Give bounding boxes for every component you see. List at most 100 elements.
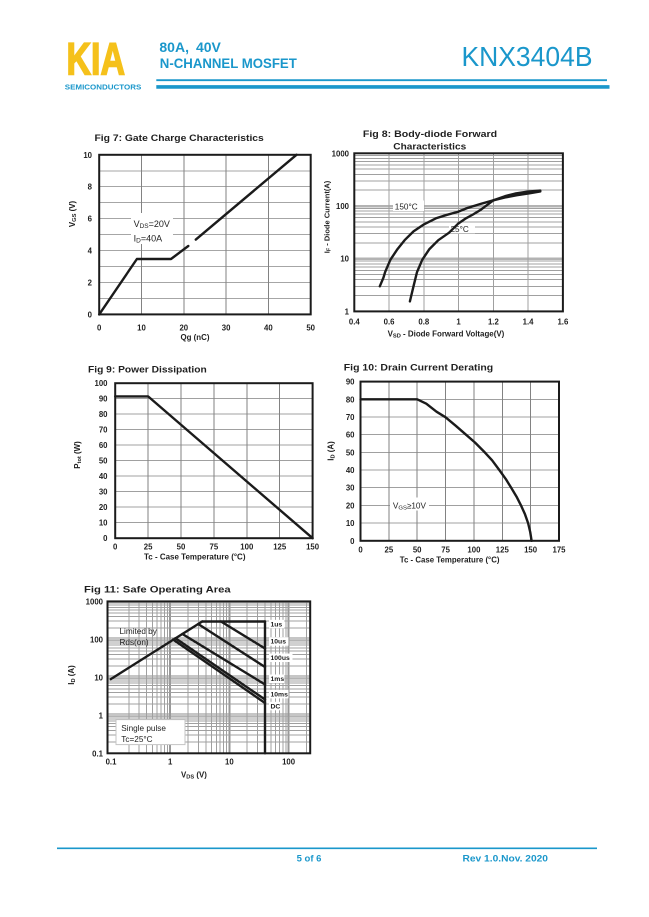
svg-text:25: 25 [385,545,394,554]
svg-text:80: 80 [99,410,108,419]
svg-text:100: 100 [240,543,254,552]
svg-text:IF - Diode Current(A): IF - Diode Current(A) [323,180,333,253]
svg-text:VSD - Diode Forward Voltage(V): VSD - Diode Forward Voltage(V) [388,330,505,340]
svg-text:1us: 1us [271,621,283,628]
svg-text:6: 6 [88,215,93,224]
svg-text:0.6: 0.6 [384,318,396,327]
svg-text:10: 10 [83,151,92,160]
svg-text:KIA: KIA [67,33,126,84]
svg-text:VDS=20V: VDS=20V [134,219,170,230]
svg-text:100: 100 [94,379,108,388]
svg-text:100: 100 [90,635,104,644]
svg-text:Characteristics: Characteristics [393,141,466,151]
svg-text:KNX3404B: KNX3404B [462,41,593,72]
svg-text:VGS (V): VGS (V) [68,201,78,228]
svg-text:20: 20 [99,503,108,512]
svg-text:1: 1 [456,318,461,327]
svg-text:1.6: 1.6 [557,318,569,327]
svg-text:100: 100 [467,545,481,554]
svg-text:Fig 7: Gate Charge Characteris: Fig 7: Gate Charge Characteristics [95,133,264,143]
svg-text:0: 0 [88,310,93,319]
svg-text:Ptot (W): Ptot (W) [73,441,83,469]
svg-text:100: 100 [282,758,296,767]
svg-text:75: 75 [441,545,450,554]
svg-text:150: 150 [524,545,538,554]
svg-text:80A, 40V: 80A, 40V [159,39,221,55]
svg-text:ID (A): ID (A) [327,441,337,461]
svg-text:50: 50 [99,457,108,466]
svg-text:0: 0 [358,545,363,554]
svg-text:40: 40 [346,466,355,475]
svg-text:N-CHANNEL MOSFET: N-CHANNEL MOSFET [160,56,297,72]
svg-text:ID=40A: ID=40A [134,234,163,245]
svg-text:Single pulse: Single pulse [121,724,166,733]
svg-text:40: 40 [99,472,108,481]
svg-text:Fig 8: Body-diode Forward: Fig 8: Body-diode Forward [363,129,498,139]
svg-text:4: 4 [88,247,93,256]
svg-text:125: 125 [273,543,287,552]
svg-text:0.1: 0.1 [106,758,118,767]
svg-text:50: 50 [413,545,422,554]
svg-text:1.2: 1.2 [488,318,500,327]
svg-text:1.4: 1.4 [523,318,535,327]
svg-text:40: 40 [264,324,273,333]
svg-text:0.1: 0.1 [92,749,104,758]
svg-text:30: 30 [222,324,231,333]
svg-text:175: 175 [552,545,566,554]
svg-text:1000: 1000 [332,149,350,158]
svg-text:100: 100 [336,202,350,211]
svg-text:70: 70 [99,426,108,435]
svg-text:50: 50 [346,448,355,457]
svg-text:60: 60 [99,441,108,450]
svg-text:VDS (V): VDS (V) [181,771,207,781]
svg-text:10: 10 [346,519,355,528]
svg-text:0.4: 0.4 [349,318,361,327]
svg-text:80: 80 [346,395,355,404]
svg-text:1ms: 1ms [271,676,285,683]
svg-text:0: 0 [113,543,118,552]
svg-text:Qg (nC): Qg (nC) [181,333,210,342]
svg-text:0.8: 0.8 [418,318,430,327]
svg-text:Tc=25°C: Tc=25°C [121,735,152,744]
svg-text:10: 10 [99,519,108,528]
svg-text:Tc - Case Temperature (°C): Tc - Case Temperature (°C) [400,556,500,565]
svg-text:150: 150 [306,543,320,552]
svg-text:Fig 10: Drain Current Derating: Fig 10: Drain Current Derating [344,362,494,372]
svg-text:10: 10 [137,324,146,333]
svg-text:125: 125 [496,545,510,554]
svg-text:Tc - Case Temperature (°C): Tc - Case Temperature (°C) [144,553,246,562]
svg-text:8: 8 [88,183,93,192]
svg-text:20: 20 [179,324,188,333]
svg-text:1: 1 [345,307,350,316]
svg-text:Rev 1.0.Nov. 2020: Rev 1.0.Nov. 2020 [463,854,549,865]
svg-text:1: 1 [99,711,104,720]
svg-text:ID (A): ID (A) [67,665,77,685]
svg-text:100us: 100us [271,655,290,662]
svg-text:10ms: 10ms [271,691,289,698]
svg-text:10: 10 [225,758,234,767]
svg-text:2: 2 [88,279,93,288]
svg-text:90: 90 [346,378,355,387]
svg-text:75: 75 [210,543,219,552]
svg-text:70: 70 [346,413,355,422]
svg-text:50: 50 [306,324,315,333]
svg-text:Rds(on): Rds(on) [120,638,149,647]
svg-text:SEMICONDUCTORS: SEMICONDUCTORS [65,82,142,91]
svg-text:60: 60 [346,431,355,440]
svg-text:30: 30 [99,488,108,497]
svg-text:10: 10 [340,255,349,264]
svg-text:5 of 6: 5 of 6 [297,854,322,865]
svg-text:Fig 9: Power Dissipation: Fig 9: Power Dissipation [88,364,207,374]
svg-text:30: 30 [346,484,355,493]
svg-text:10us: 10us [271,639,287,646]
svg-text:1: 1 [168,758,173,767]
svg-text:150°C: 150°C [395,203,418,212]
svg-text:Fig 11: Safe Operating Area: Fig 11: Safe Operating Area [84,585,232,595]
svg-text:DC: DC [271,703,281,710]
svg-text:0: 0 [350,537,355,546]
svg-text:1000: 1000 [86,597,104,606]
svg-text:VGS≥10V: VGS≥10V [393,502,427,512]
svg-text:10: 10 [94,673,103,682]
svg-text:25°C: 25°C [451,225,469,234]
svg-text:Limited by: Limited by [120,627,158,636]
